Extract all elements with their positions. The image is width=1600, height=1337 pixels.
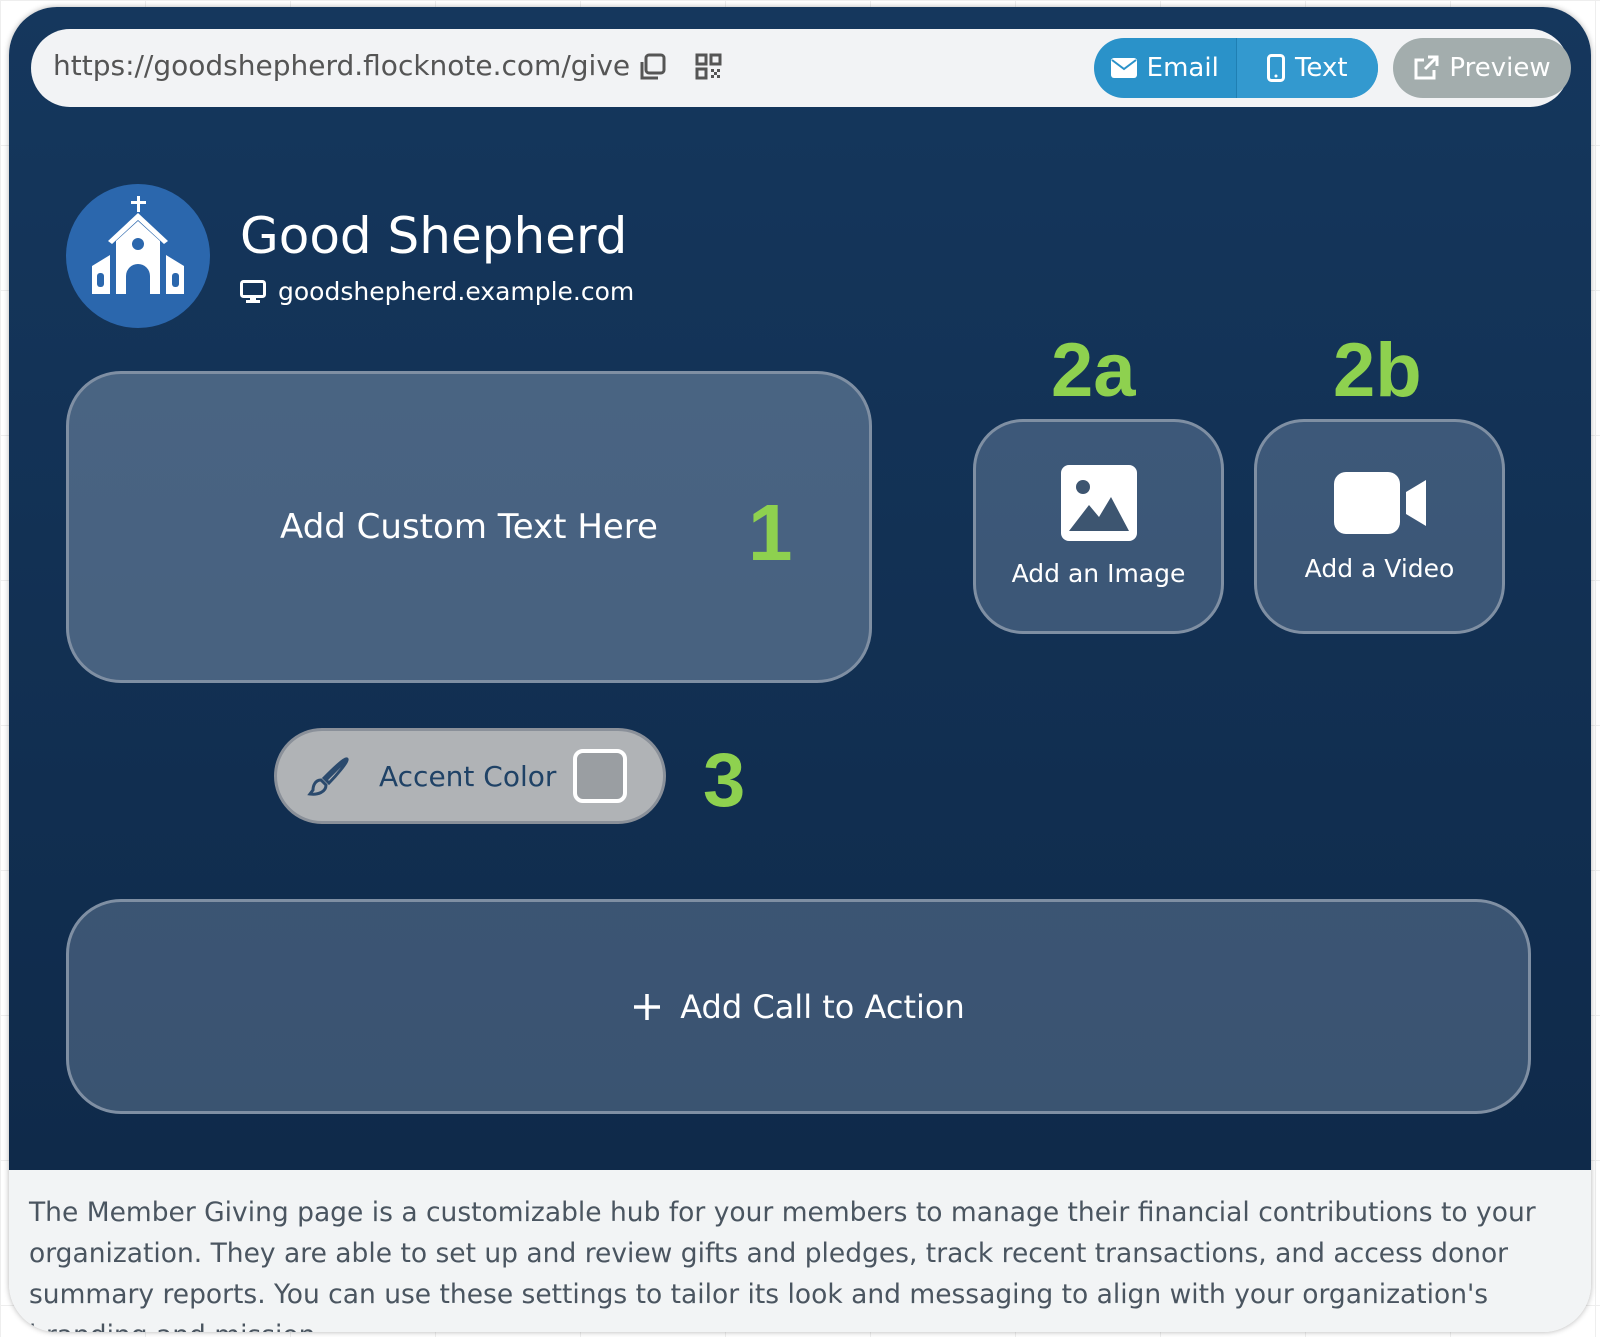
desktop-icon <box>240 279 266 303</box>
page-url: https://goodshepherd.flocknote.com/give <box>53 49 631 82</box>
preview-button[interactable]: Preview <box>1393 38 1571 98</box>
page-preview: https://goodshepherd.flocknote.com/give … <box>9 7 1591 1170</box>
external-link-icon <box>1414 55 1439 80</box>
website-url: goodshepherd.example.com <box>278 277 635 306</box>
share-buttons: Email Text <box>1094 38 1378 98</box>
add-call-to-action-button[interactable]: Add Call to Action <box>66 899 1531 1114</box>
url-bar: https://goodshepherd.flocknote.com/give … <box>31 29 1571 107</box>
annotation-2a: 2a <box>1051 328 1136 413</box>
add-image-button[interactable]: Add an Image <box>973 419 1224 634</box>
church-icon <box>92 196 184 294</box>
video-camera-icon <box>1333 472 1426 534</box>
custom-text-label: Add Custom Text Here <box>280 507 658 547</box>
copy-icon[interactable] <box>637 53 667 83</box>
image-icon <box>1060 465 1137 541</box>
custom-text-block[interactable]: Add Custom Text Here <box>66 371 872 683</box>
envelope-icon <box>1110 58 1137 78</box>
text-button[interactable]: Text <box>1235 38 1378 98</box>
accent-color-swatch[interactable] <box>573 749 627 803</box>
church-logo <box>66 184 210 328</box>
annotation-3: 3 <box>703 738 746 823</box>
accent-color-label: Accent Color <box>379 759 557 793</box>
qr-code-icon[interactable] <box>695 53 723 81</box>
accent-color-button[interactable]: Accent Color <box>274 728 666 824</box>
text-label: Text <box>1294 53 1348 83</box>
mobile-phone-icon <box>1266 54 1285 82</box>
email-label: Email <box>1146 53 1219 83</box>
annotation-1: 1 <box>748 488 793 577</box>
add-call-to-action-label: Add Call to Action <box>680 987 965 1026</box>
giving-page-card: https://goodshepherd.flocknote.com/give … <box>9 7 1591 1332</box>
page-description: The Member Giving page is a customizable… <box>9 1170 1591 1332</box>
email-button[interactable]: Email <box>1094 38 1236 98</box>
organization-name: Good Shepherd <box>240 207 628 265</box>
add-video-label: Add a Video <box>1304 554 1455 583</box>
add-image-label: Add an Image <box>1011 559 1186 588</box>
paintbrush-icon <box>307 757 349 796</box>
add-video-button[interactable]: Add a Video <box>1254 419 1505 634</box>
website-link[interactable]: goodshepherd.example.com <box>240 277 634 306</box>
preview-label: Preview <box>1449 53 1551 83</box>
annotation-2b: 2b <box>1333 328 1422 413</box>
plus-icon <box>634 993 661 1020</box>
